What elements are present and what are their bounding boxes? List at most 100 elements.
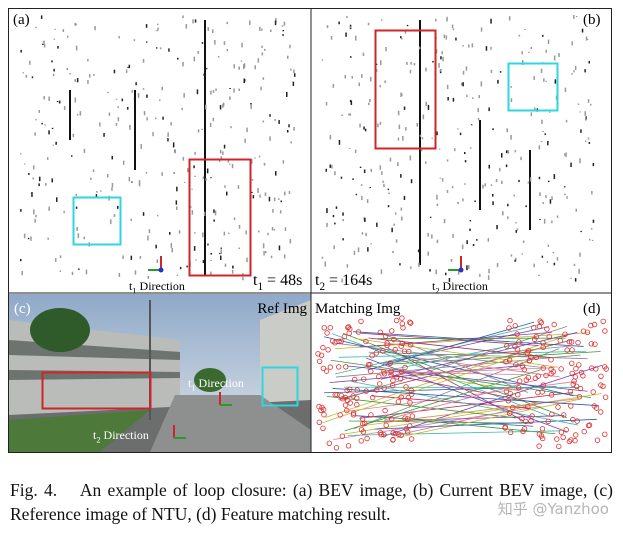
feature-point xyxy=(364,435,370,442)
lidar-point xyxy=(147,276,150,279)
panel-title: Matching Img xyxy=(315,301,401,317)
lidar-point xyxy=(362,52,365,56)
lidar-point xyxy=(288,191,291,194)
subscript: 1 xyxy=(191,384,195,393)
lidar-point xyxy=(284,191,286,196)
lidar-point xyxy=(592,163,595,167)
lidar-point xyxy=(462,198,464,202)
lidar-point xyxy=(210,259,212,261)
lidar-point xyxy=(133,39,136,42)
feature-point xyxy=(538,319,544,326)
lidar-point xyxy=(355,35,357,41)
lidar-point xyxy=(117,106,119,109)
lidar-point xyxy=(218,159,221,162)
lidar-point xyxy=(191,188,193,190)
lidar-point xyxy=(275,18,277,23)
lidar-point xyxy=(201,42,204,44)
feature-point xyxy=(543,372,549,379)
lidar-point xyxy=(534,107,536,111)
lidar-point xyxy=(399,263,401,266)
lidar-point xyxy=(258,155,261,158)
lidar-point xyxy=(20,259,22,262)
feature-point xyxy=(512,323,518,329)
feature-point xyxy=(399,340,405,346)
lidar-point xyxy=(251,159,253,164)
lidar-point xyxy=(201,128,203,130)
lidar-point xyxy=(370,243,372,245)
feature-point xyxy=(586,422,593,428)
lidar-point xyxy=(410,179,413,184)
lidar-point xyxy=(427,104,430,110)
lidar-point xyxy=(542,202,544,204)
lidar-point xyxy=(33,209,35,215)
feature-point xyxy=(316,358,323,365)
lidar-point xyxy=(533,263,535,268)
feature-point xyxy=(354,401,360,408)
lidar-point xyxy=(257,188,259,193)
lidar-point xyxy=(538,176,541,180)
feature-point xyxy=(507,317,513,324)
match-line xyxy=(355,415,534,427)
lidar-point xyxy=(501,180,503,184)
lidar-point xyxy=(514,259,516,262)
lidar-point xyxy=(515,222,517,224)
feature-point xyxy=(400,325,406,331)
lidar-point xyxy=(563,186,566,188)
lidar-point xyxy=(350,100,353,105)
lidar-point xyxy=(233,217,236,221)
lidar-point xyxy=(171,247,173,253)
feature-point xyxy=(408,391,415,397)
lidar-point xyxy=(263,251,265,256)
lidar-point xyxy=(145,172,148,174)
lidar-point xyxy=(176,206,178,210)
lidar-point xyxy=(397,162,399,167)
lidar-point xyxy=(71,271,74,275)
feature-point xyxy=(321,412,327,418)
lidar-point xyxy=(518,34,521,37)
lidar-point xyxy=(238,66,240,70)
feature-point xyxy=(551,321,557,328)
lidar-point xyxy=(275,171,277,176)
lidar-point xyxy=(146,94,148,98)
lidar-point xyxy=(113,69,116,74)
feature-point xyxy=(352,376,358,383)
lidar-point xyxy=(69,73,71,75)
lidar-point xyxy=(214,40,216,45)
lidar-point xyxy=(270,255,273,259)
lidar-point xyxy=(51,127,54,130)
feature-point xyxy=(569,370,575,377)
feature-point xyxy=(407,400,413,406)
lidar-point xyxy=(156,47,158,49)
lidar-point xyxy=(214,210,217,216)
lidar-point xyxy=(66,35,69,38)
panel-label: (c) xyxy=(14,301,31,317)
feature-point xyxy=(588,365,595,371)
lidar-point xyxy=(210,271,212,276)
lidar-point xyxy=(20,49,22,53)
lidar-point xyxy=(233,64,235,69)
lidar-point xyxy=(110,219,112,225)
lidar-point xyxy=(370,168,372,173)
direction-label: t2 Direction xyxy=(93,428,149,445)
lidar-point xyxy=(442,56,444,62)
lidar-point xyxy=(501,153,503,158)
lidar-point xyxy=(446,16,448,22)
lidar-point xyxy=(135,82,137,86)
lidar-point xyxy=(351,76,353,79)
lidar-point xyxy=(128,64,131,69)
lidar-point xyxy=(223,41,226,45)
feature-point xyxy=(598,373,604,379)
lidar-point xyxy=(242,273,244,275)
lidar-point xyxy=(353,250,356,255)
lidar-point xyxy=(287,130,289,133)
feature-point xyxy=(394,374,400,380)
lidar-point xyxy=(342,238,344,241)
lidar-point xyxy=(586,38,589,40)
lidar-point xyxy=(398,124,401,130)
lidar-point xyxy=(413,63,416,66)
lidar-point xyxy=(140,144,142,149)
lidar-point xyxy=(226,21,228,25)
feature-point xyxy=(339,433,346,439)
lidar-point xyxy=(466,265,468,271)
feature-point xyxy=(319,404,325,411)
